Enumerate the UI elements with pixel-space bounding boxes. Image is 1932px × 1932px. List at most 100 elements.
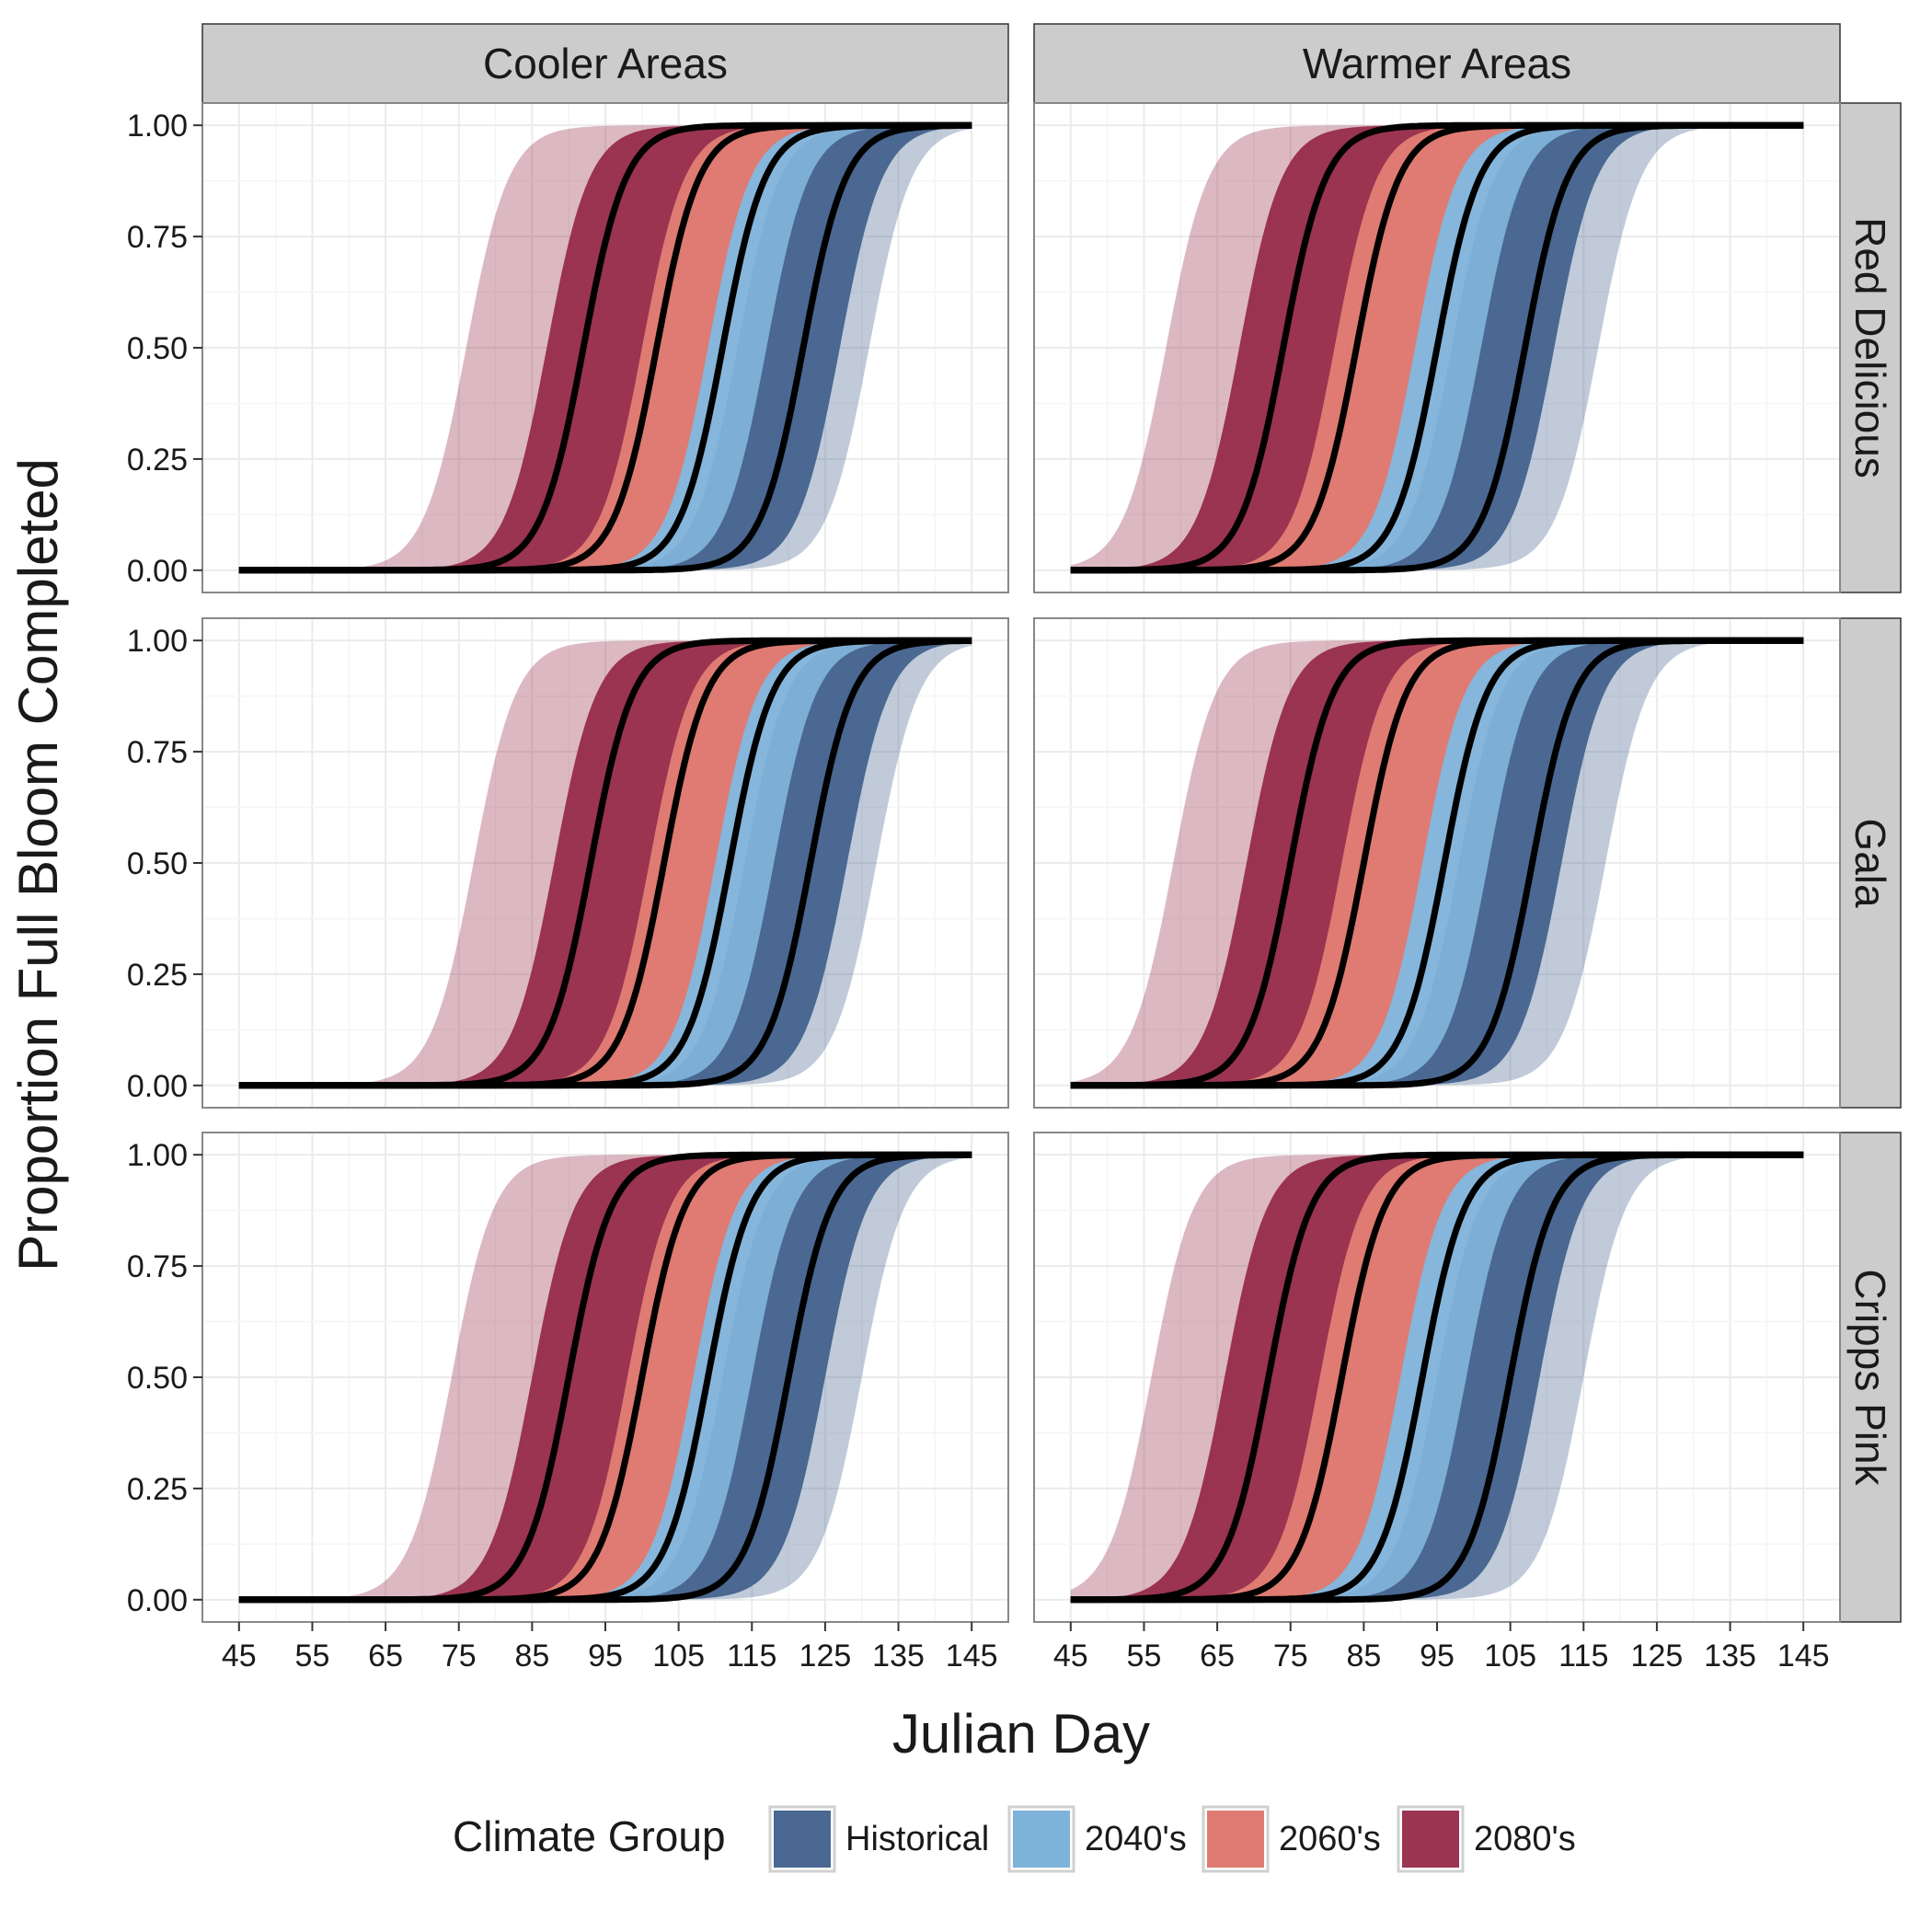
ribbon-2040s (1070, 640, 1804, 1086)
x-tick-label: 85 (514, 1639, 549, 1673)
ribbon-2040s (238, 125, 972, 570)
y-axis: 0.00 0.25 0.50 0.75 1.00 (127, 624, 202, 1104)
legend-swatch (1402, 1811, 1459, 1868)
legend-item-2080s: 2080's (1397, 1805, 1576, 1873)
x-tick-label: 85 (1346, 1639, 1381, 1673)
median-line-2080s (1070, 121, 1804, 574)
y-tick-label: 1.00 (127, 1138, 188, 1173)
ribbon-2080s (238, 125, 972, 570)
x-tick-label: 75 (1273, 1639, 1308, 1673)
legend-item-historical: Historical (768, 1805, 989, 1873)
y-tick-label: 0.50 (127, 331, 188, 366)
legend-swatch (1207, 1811, 1264, 1868)
x-tick-label: 145 (946, 1639, 998, 1673)
ribbon-historical (238, 1155, 972, 1600)
panel-cooler-areas-red-delicious: 0.00 0.25 0.50 0.75 1.00 (127, 102, 1009, 593)
y-axis: 0.00 0.25 0.50 0.75 1.00 (127, 109, 202, 589)
legend-label: 2040's (1085, 1820, 1187, 1858)
x-axis: 45 55 65 75 85 95 105 115 125 135 145 (1053, 1622, 1830, 1673)
x-tick-label: 55 (295, 1639, 330, 1673)
y-tick-label: 1.00 (127, 109, 188, 144)
panel-cooler-areas-gala: 0.00 0.25 0.50 0.75 1.00 (127, 617, 1009, 1109)
ribbon-2080s (1070, 125, 1804, 570)
median-line-2080s (1070, 637, 1804, 1089)
y-tick-label: 0.75 (127, 220, 188, 255)
legend-label: Historical (845, 1820, 989, 1858)
x-tick-label: 125 (799, 1639, 852, 1673)
facet-column-label: Cooler Areas (483, 40, 728, 87)
y-tick-label: 0.25 (127, 958, 188, 993)
legend-title: Climate Group (453, 1812, 726, 1860)
x-tick-label: 55 (1127, 1639, 1162, 1673)
y-tick-label: 0.00 (127, 554, 188, 589)
x-tick-label: 105 (652, 1639, 705, 1673)
x-tick-label: 125 (1631, 1639, 1684, 1673)
facet-row-label: Red Delicious (1846, 217, 1894, 478)
y-tick-label: 0.50 (127, 1361, 188, 1396)
x-tick-label: 115 (727, 1639, 776, 1673)
y-tick-label: 1.00 (127, 624, 188, 659)
median-line-2080s (238, 121, 972, 574)
x-tick-label: 135 (872, 1639, 925, 1673)
y-tick-label: 0.50 (127, 846, 188, 881)
x-tick-label: 145 (1777, 1639, 1830, 1673)
x-tick-label: 45 (1053, 1639, 1088, 1673)
ribbon-2080s (1070, 640, 1804, 1086)
x-tick-label: 105 (1484, 1639, 1536, 1673)
ribbon-2060s (1070, 640, 1804, 1086)
legend-label: 2060's (1279, 1820, 1381, 1858)
legend-label: 2080's (1474, 1820, 1576, 1858)
legend-swatch (1013, 1811, 1070, 1868)
legend-swatch (774, 1811, 831, 1868)
facet-strip-cripps-pink: Cripps Pink (1839, 1132, 1902, 1623)
ribbon-historical (1070, 125, 1804, 570)
y-tick-label: 0.00 (127, 1583, 188, 1618)
panel-cooler-areas-cripps-pink: 0.00 0.25 0.50 0.75 1.00 45 55 65 75 85 95 105 115 12… (127, 1132, 1009, 1673)
legend-item-2040s: 2040's (1007, 1805, 1187, 1873)
x-tick-label: 75 (442, 1639, 477, 1673)
facet-strip-gala: Gala (1839, 617, 1902, 1109)
ribbon-2080s (1070, 1155, 1804, 1600)
y-tick-label: 0.75 (127, 735, 188, 770)
facet-column-label: Warmer Areas (1303, 40, 1571, 87)
facet-strip-warmer-areas: Warmer Areas (1033, 23, 1841, 104)
x-tick-label: 65 (368, 1639, 403, 1673)
ribbon-2060s (1070, 125, 1804, 570)
panel-border (1033, 102, 1841, 593)
ribbon-2080s (238, 640, 972, 1086)
facet-strip-cooler-areas: Cooler Areas (201, 23, 1009, 104)
panel-warmer-areas-red-delicious (1033, 102, 1841, 593)
ribbon-2080s (1070, 125, 1804, 570)
ribbon-2080s (238, 1155, 972, 1600)
y-tick-label: 0.25 (127, 443, 188, 477)
ribbon-2080s (1070, 640, 1804, 1086)
x-axis-title: Julian Day (892, 1703, 1150, 1765)
median-line-2080s (238, 1151, 972, 1604)
ribbon-historical (1070, 640, 1804, 1086)
facet-strip-red-delicious: Red Delicious (1839, 102, 1902, 593)
x-tick-label: 115 (1558, 1639, 1608, 1673)
y-axis: 0.00 0.25 0.50 0.75 1.00 (127, 1138, 202, 1618)
y-tick-label: 0.75 (127, 1249, 188, 1284)
y-tick-label: 0.00 (127, 1069, 188, 1104)
x-axis: 45 55 65 75 85 95 105 115 125 135 145 (222, 1622, 998, 1673)
x-tick-label: 135 (1704, 1639, 1756, 1673)
panel-border (1033, 617, 1841, 1109)
legend-item-2060s: 2060's (1202, 1805, 1381, 1873)
ribbon-2040s (238, 640, 972, 1086)
panels-layer: Cooler Areas Warmer Areas Red Delicious Gal… (127, 23, 1902, 1673)
median-line-2080s (1070, 1151, 1804, 1604)
x-tick-label: 65 (1200, 1639, 1235, 1673)
median-line-2080s (238, 637, 972, 1089)
legend-items: Historical 2040's 2060's 2080's (768, 1805, 1576, 1873)
panel-warmer-areas-gala (1033, 617, 1841, 1109)
x-tick-label: 45 (222, 1639, 257, 1673)
ribbon-2040s (1070, 1155, 1804, 1600)
y-axis-title: Proportion Full Bloom Completed (7, 458, 69, 1271)
ribbon-2080s (1070, 1155, 1804, 1600)
legend: Climate Group Historical 2040's 2060's 2080… (453, 1805, 1576, 1873)
facet-row-label: Gala (1846, 818, 1894, 908)
y-tick-label: 0.25 (127, 1472, 188, 1507)
x-tick-label: 95 (588, 1639, 623, 1673)
